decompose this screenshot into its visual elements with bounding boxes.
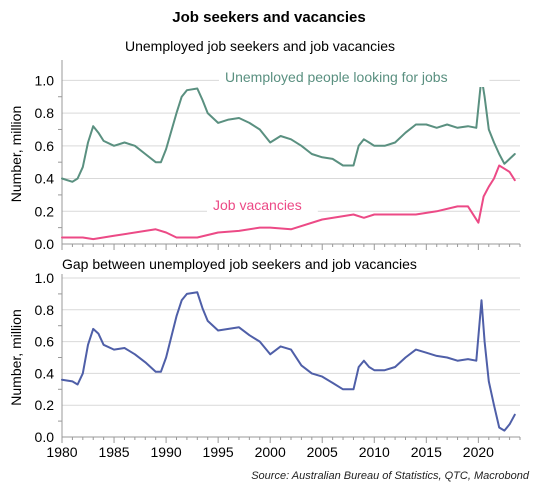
series-label-unemployed-people-looking-for-jobs: Unemployed people looking for jobs [225, 69, 448, 85]
x-tick-label-1990: 1990 [151, 444, 182, 460]
series-line-gap [61, 291, 516, 432]
x-tick-label-1980: 1980 [46, 444, 77, 460]
y-tick-label-top-4: 0.8 [35, 105, 55, 121]
y-tick-label-top-3: 0.6 [35, 138, 55, 154]
source-note: Source: Australian Bureau of Statistics,… [251, 470, 529, 482]
series-label-bg-job-vacancies [207, 195, 318, 215]
y-tick-label-bottom-5: 1.0 [35, 270, 55, 286]
x-tick-label-2015: 2015 [411, 444, 442, 460]
x-tick-label-2010: 2010 [359, 444, 390, 460]
y-axis-label-top: Number, million [8, 106, 24, 202]
y-tick-label-top-0: 0.0 [35, 236, 55, 252]
series-line-job-vacancies [61, 164, 516, 241]
bottom-panel-title: Gap between unemployed job seekers and j… [62, 256, 417, 272]
y-tick-label-bottom-3: 0.6 [35, 334, 55, 350]
y-tick-label-bottom-4: 0.8 [35, 302, 55, 318]
x-tick-label-1985: 1985 [98, 444, 129, 460]
series-line-unemployed-people-looking-for-jobs [61, 76, 516, 183]
y-tick-label-top-5: 1.0 [35, 72, 55, 88]
y-tick-label-bottom-0: 0.0 [35, 429, 55, 445]
x-tick-label-1995: 1995 [203, 444, 234, 460]
y-tick-label-top-1: 0.2 [35, 203, 55, 219]
y-axis-label-bottom: Number, million [8, 309, 24, 405]
chart-title: Job seekers and vacancies [172, 9, 366, 26]
series-label-job-vacancies: Job vacancies [213, 197, 302, 213]
x-tick-label-2020: 2020 [463, 444, 494, 460]
top-panel-title: Unemployed job seekers and job vacancies [125, 38, 396, 54]
y-tick-label-top-2: 0.4 [35, 171, 55, 187]
x-tick-label-2000: 2000 [255, 444, 286, 460]
series-label-bg-unemployed-people-looking-for-jobs [219, 67, 490, 87]
y-tick-label-bottom-2: 0.4 [35, 365, 55, 381]
y-tick-label-bottom-1: 0.2 [35, 397, 55, 413]
x-tick-label-2005: 2005 [307, 444, 338, 460]
